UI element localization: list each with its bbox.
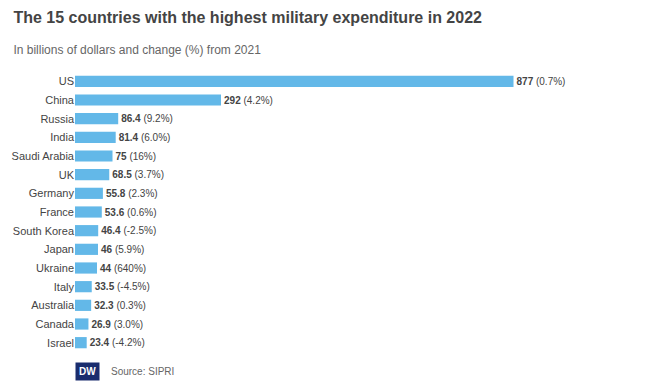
svg-text:Ukraine: Ukraine bbox=[36, 262, 74, 274]
svg-text:86.4 (9.2%): 86.4 (9.2%) bbox=[121, 113, 173, 124]
svg-text:Italy: Italy bbox=[54, 281, 75, 293]
svg-text:DW: DW bbox=[79, 366, 96, 377]
svg-text:46 (5.9%): 46 (5.9%) bbox=[101, 244, 144, 255]
svg-text:46.4 (-2.5%): 46.4 (-2.5%) bbox=[101, 225, 156, 236]
svg-text:The 15 countries with the high: The 15 countries with the highest milita… bbox=[13, 9, 482, 26]
svg-text:877 (0.7%): 877 (0.7%) bbox=[517, 76, 566, 87]
svg-text:33.5 (-4.5%): 33.5 (-4.5%) bbox=[95, 281, 150, 292]
svg-text:South Korea: South Korea bbox=[13, 225, 75, 237]
svg-text:Japan: Japan bbox=[44, 243, 74, 255]
svg-text:In billions of dollars and cha: In billions of dollars and change (%) fr… bbox=[13, 43, 261, 57]
svg-text:68.5 (3.7%): 68.5 (3.7%) bbox=[112, 169, 164, 180]
svg-text:France: France bbox=[40, 206, 74, 218]
svg-text:81.4 (6.0%): 81.4 (6.0%) bbox=[119, 132, 171, 143]
svg-text:Germany: Germany bbox=[29, 187, 75, 199]
svg-text:Australia: Australia bbox=[31, 299, 75, 311]
svg-text:Russia: Russia bbox=[40, 113, 75, 125]
svg-text:Canada: Canada bbox=[35, 318, 74, 330]
svg-text:53.6 (0.6%): 53.6 (0.6%) bbox=[105, 207, 157, 218]
svg-text:23.4 (-4.2%): 23.4 (-4.2%) bbox=[90, 337, 145, 348]
svg-text:292 (4.2%): 292 (4.2%) bbox=[224, 95, 273, 106]
svg-text:UK: UK bbox=[59, 169, 75, 181]
svg-text:55.8 (2.3%): 55.8 (2.3%) bbox=[106, 188, 158, 199]
svg-text:Saudi Arabia: Saudi Arabia bbox=[12, 150, 75, 162]
svg-text:China: China bbox=[45, 94, 75, 106]
svg-text:Source: SIPRI: Source: SIPRI bbox=[111, 366, 174, 377]
svg-text:44 (640%): 44 (640%) bbox=[100, 263, 146, 274]
svg-text:US: US bbox=[59, 75, 74, 87]
svg-text:India: India bbox=[50, 131, 75, 143]
svg-text:32.3 (0.3%): 32.3 (0.3%) bbox=[94, 300, 146, 311]
svg-text:Israel: Israel bbox=[47, 337, 74, 349]
svg-text:26.9 (3.0%): 26.9 (3.0%) bbox=[91, 319, 143, 330]
svg-text:75 (16%): 75 (16%) bbox=[116, 151, 157, 162]
